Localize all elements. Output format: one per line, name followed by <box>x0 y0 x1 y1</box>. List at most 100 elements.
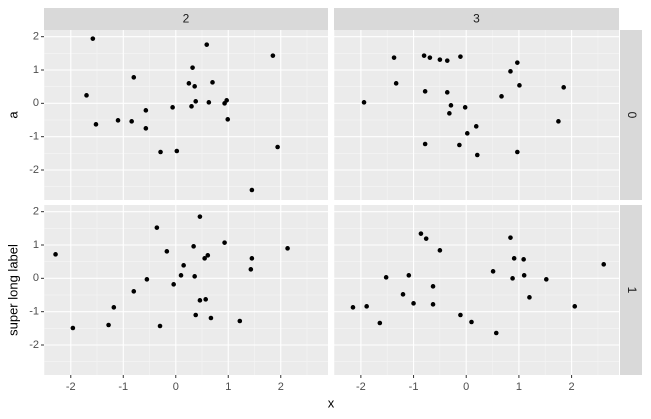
strip-label: 0 <box>625 112 639 119</box>
strip-background <box>44 8 328 30</box>
point <box>430 284 436 289</box>
point <box>189 104 194 109</box>
point <box>237 318 243 324</box>
point <box>210 80 215 85</box>
x-axis-label: x <box>328 395 335 410</box>
point <box>400 292 406 297</box>
y-tick-label: 0 <box>33 272 39 284</box>
point <box>111 305 117 310</box>
point <box>197 298 203 303</box>
y-tick-label: -2 <box>29 164 39 176</box>
point <box>430 302 436 307</box>
point <box>458 312 463 318</box>
point <box>377 320 383 326</box>
point <box>178 273 184 278</box>
point <box>170 105 175 110</box>
point <box>205 253 211 258</box>
point <box>248 267 254 272</box>
y-tick-label: -2 <box>29 339 39 351</box>
point <box>174 148 180 154</box>
point <box>437 57 443 62</box>
point <box>391 55 397 60</box>
x-tick-label: 1 <box>225 381 231 393</box>
point <box>515 149 520 155</box>
panel-background <box>334 30 619 200</box>
point <box>556 119 561 124</box>
point <box>93 122 99 127</box>
y-tick-label: -1 <box>29 306 39 318</box>
point <box>143 126 149 131</box>
point <box>164 249 170 254</box>
point <box>474 152 480 158</box>
point <box>208 315 214 321</box>
point <box>423 236 429 241</box>
point <box>462 105 468 110</box>
point <box>421 53 427 58</box>
x-tick-label: 2 <box>569 381 575 393</box>
point <box>190 65 195 70</box>
point <box>364 304 369 309</box>
point <box>383 275 389 280</box>
point <box>447 111 452 116</box>
x-tick-label: -2 <box>66 381 76 393</box>
point <box>129 119 134 124</box>
strip-background <box>620 30 642 200</box>
point <box>437 248 443 253</box>
point <box>406 273 412 278</box>
point <box>222 240 227 245</box>
x-tick-label: -1 <box>118 381 128 393</box>
point <box>144 277 150 282</box>
point <box>350 305 356 310</box>
point <box>202 256 207 261</box>
point <box>192 84 197 89</box>
point <box>197 214 203 219</box>
point <box>53 252 58 257</box>
point <box>521 273 527 278</box>
point <box>457 142 462 148</box>
point <box>84 93 89 98</box>
point <box>143 108 149 113</box>
point <box>204 42 210 47</box>
panel-background <box>44 205 328 375</box>
point <box>490 269 496 274</box>
point <box>572 304 578 309</box>
point <box>458 54 463 59</box>
strip-background <box>334 8 619 30</box>
y-tick-label: 2 <box>33 31 39 43</box>
point <box>499 94 504 99</box>
point <box>131 289 137 294</box>
point <box>181 263 186 268</box>
x-tick-label: 0 <box>173 381 179 393</box>
point <box>186 81 192 86</box>
panel-background <box>44 30 328 200</box>
point <box>106 322 111 328</box>
point <box>224 98 229 103</box>
y-tick-label: 1 <box>33 239 39 251</box>
point <box>473 124 479 129</box>
point <box>192 274 197 279</box>
point <box>249 187 255 193</box>
x-tick-label: 2 <box>278 381 284 393</box>
point <box>508 69 513 74</box>
point <box>444 90 450 95</box>
x-tick-label: -2 <box>356 381 366 393</box>
point <box>493 330 499 336</box>
point <box>464 131 470 136</box>
y-tick-label: -1 <box>29 131 39 143</box>
point <box>561 85 566 90</box>
point <box>427 55 433 60</box>
point <box>393 81 399 86</box>
strip-label: 1 <box>625 287 639 294</box>
point <box>270 53 276 58</box>
y-tick-label: 0 <box>33 97 39 109</box>
point <box>193 99 199 104</box>
point <box>444 58 450 63</box>
y-tick-label: 2 <box>33 206 39 218</box>
point <box>508 235 513 240</box>
point <box>515 60 520 65</box>
point <box>90 36 96 41</box>
point <box>418 231 424 236</box>
point <box>115 118 121 123</box>
x-tick-label: -1 <box>409 381 419 393</box>
point <box>154 225 160 230</box>
